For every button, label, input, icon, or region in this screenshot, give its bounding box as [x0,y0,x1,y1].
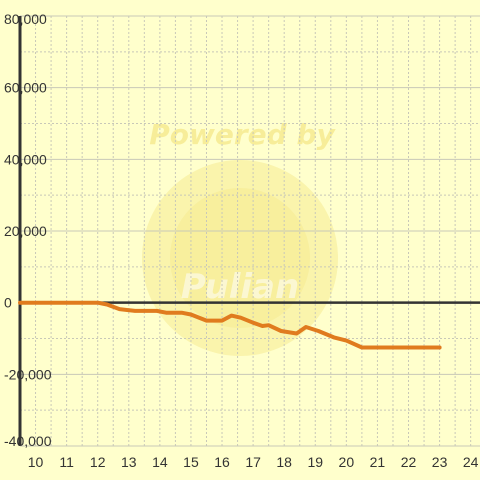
x-tick-label: 10 [28,454,44,470]
series-layer [18,300,442,350]
tick-labels: -40,000 -20,000 0 20,000 40,000 60,000 80,000 1… [4,11,479,470]
gridlines [20,15,480,447]
x-tick-label: 14 [152,454,168,470]
watermark: Powered by Pulian [142,118,338,356]
x-tick-label: 12 [90,454,106,470]
x-tick-label: 16 [214,454,230,470]
watermark-text-line2: Pulian [181,267,299,307]
x-tick-label: 19 [307,454,323,470]
x-tick-label: 22 [401,454,417,470]
x-tick-label: 20 [339,454,355,470]
series-line-1 [18,300,442,350]
y-tick-label: -20,000 [4,366,52,382]
x-tick-label: 11 [59,454,74,470]
y-tick-label: -40,000 [4,433,52,449]
x-tick-label: 21 [370,454,386,470]
watermark-text-line1: Powered by [149,118,336,151]
y-tick-label: 0 [4,295,12,311]
x-tick-label: 23 [432,454,448,470]
x-tick-label: 17 [245,454,261,470]
y-tick-label: 60,000 [4,80,47,96]
x-tick-label: 18 [276,454,292,470]
x-tick-label: 15 [183,454,199,470]
x-tick-label: 24 [463,454,479,470]
watermark-logo-inner [170,188,310,328]
y-tick-label: 20,000 [4,223,47,239]
y-tick-label: 40,000 [4,151,47,167]
y-tick-label: 80,000 [4,11,47,27]
x-tick-label: 13 [121,454,137,470]
